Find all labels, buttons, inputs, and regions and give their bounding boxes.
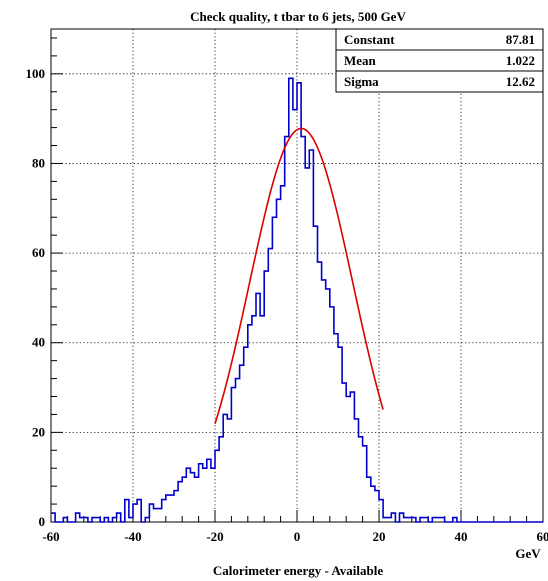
- x-tick-label: -60: [42, 529, 59, 544]
- stats-label: Mean: [344, 53, 377, 68]
- chart-title: Check quality, t tbar to 6 jets, 500 GeV: [190, 9, 406, 24]
- histogram-series: [51, 77, 543, 523]
- stats-value: 87.81: [506, 32, 535, 47]
- x-tick-label: -20: [206, 529, 223, 544]
- x-tick-label: -40: [124, 529, 141, 544]
- x-axis-title: Calorimeter energy - Available: [213, 563, 384, 578]
- x-axis: -60 -40 -20 0 20 40 60: [42, 510, 548, 544]
- x-tick-label: 40: [455, 529, 468, 544]
- x-tick-label: 0: [294, 529, 301, 544]
- stats-label: Sigma: [344, 74, 379, 89]
- grid: [51, 29, 543, 522]
- x-tick-label: 60: [537, 529, 548, 544]
- stats-row: [335, 70, 544, 93]
- stats-box: Constant 87.81 Mean 1.022 Sigma 12.62: [335, 28, 544, 93]
- y-tick-label: 40: [32, 335, 45, 350]
- y-tick-label: 0: [39, 514, 46, 529]
- y-tick-label: 100: [26, 66, 46, 81]
- y-tick-label: 20: [32, 424, 45, 439]
- gaussian-fit-line: [214, 127, 384, 424]
- stats-label: Constant: [344, 32, 395, 47]
- stats-value: 1.022: [506, 53, 535, 68]
- x-unit-label: GeV: [515, 546, 541, 561]
- y-tick-label: 80: [32, 155, 45, 170]
- y-axis: 0 20 40 60 80 100: [26, 37, 63, 529]
- stats-value: 12.62: [506, 74, 535, 89]
- y-tick-label: 60: [32, 245, 45, 260]
- x-tick-label: 20: [373, 529, 386, 544]
